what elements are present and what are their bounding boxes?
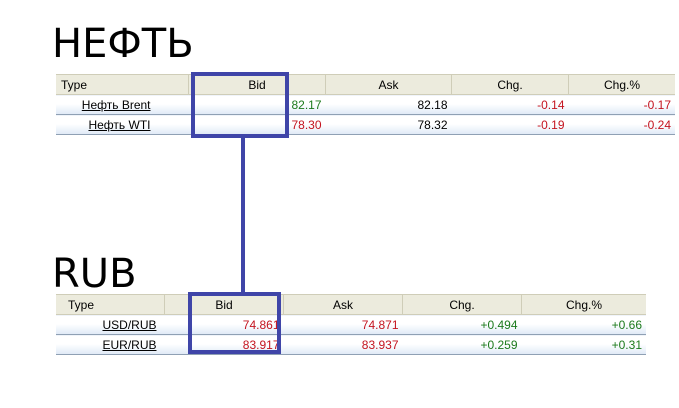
column-header-chg-pct[interactable]: Chg.% [568, 74, 675, 95]
table-row: USD/RUB 74.861 74.871 +0.494 +0.66 [56, 314, 646, 335]
instrument-link-usd-rub[interactable]: USD/RUB [102, 317, 157, 332]
instrument-link-brent[interactable]: Нефть Brent [81, 97, 151, 112]
ask-value: 74.871 [283, 314, 403, 335]
bid-connector-line [241, 138, 245, 292]
bid-value: 82.17 [188, 94, 326, 115]
instrument-link-wti[interactable]: Нефть WTI [88, 117, 151, 132]
change-percent-value: -0.24 [568, 114, 675, 135]
bid-value: 78.30 [188, 114, 326, 135]
oil-quotes-table: Type Bid Ask Chg. Chg.% Нефть Brent 82.1… [56, 74, 675, 135]
change-percent-value: +0.66 [521, 314, 646, 335]
ask-value: 78.32 [325, 114, 452, 135]
ask-value: 82.18 [325, 94, 452, 115]
bid-value: 74.861 [164, 314, 284, 335]
column-header-bid[interactable]: Bid [188, 74, 326, 95]
table-header-row: Type Bid Ask Chg. Chg.% [56, 294, 646, 315]
oil-section-title: НЕФТЬ [52, 21, 194, 67]
change-percent-value: -0.17 [568, 94, 675, 115]
change-value: -0.14 [451, 94, 569, 115]
column-header-type[interactable]: Type [56, 74, 189, 95]
column-header-ask[interactable]: Ask [283, 294, 403, 315]
ask-value: 83.937 [283, 334, 403, 355]
instrument-link-eur-rub[interactable]: EUR/RUB [102, 337, 157, 352]
rub-quotes-table: Type Bid Ask Chg. Chg.% USD/RUB 74.861 7… [56, 294, 646, 355]
table-header-row: Type Bid Ask Chg. Chg.% [56, 74, 675, 95]
rub-section-title: RUB [52, 251, 137, 297]
bid-value: 83.917 [164, 334, 284, 355]
column-header-chg-pct[interactable]: Chg.% [521, 294, 646, 315]
table-row: EUR/RUB 83.917 83.937 +0.259 +0.31 [56, 334, 646, 355]
table-row: Нефть WTI 78.30 78.32 -0.19 -0.24 [56, 114, 675, 135]
table-row: Нефть Brent 82.17 82.18 -0.14 -0.17 [56, 94, 675, 115]
column-header-chg[interactable]: Chg. [402, 294, 522, 315]
change-percent-value: +0.31 [521, 334, 646, 355]
column-header-type[interactable]: Type [56, 294, 165, 315]
change-value: +0.494 [402, 314, 522, 335]
column-header-bid[interactable]: Bid [164, 294, 284, 315]
column-header-chg[interactable]: Chg. [451, 74, 569, 95]
column-header-ask[interactable]: Ask [325, 74, 452, 95]
change-value: +0.259 [402, 334, 522, 355]
change-value: -0.19 [451, 114, 569, 135]
